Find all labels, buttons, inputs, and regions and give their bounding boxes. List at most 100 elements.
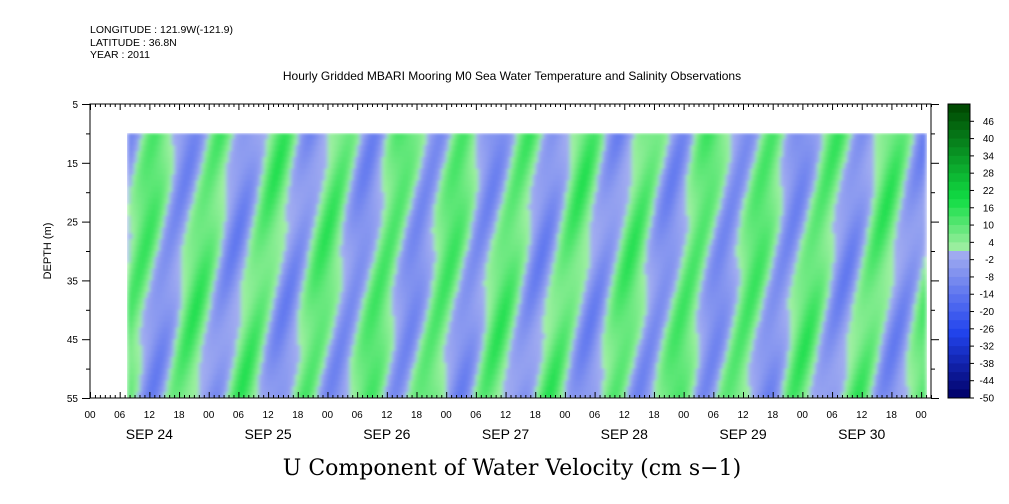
heatmap-cell xyxy=(307,380,311,387)
heatmap-cell xyxy=(255,315,259,323)
heatmap-cell xyxy=(273,209,277,217)
heatmap-cell xyxy=(174,286,178,293)
heatmap-cell xyxy=(292,227,296,234)
heatmap-cell xyxy=(129,280,133,287)
heatmap-cell xyxy=(161,292,165,299)
heatmap-cell xyxy=(221,321,225,329)
heatmap-cell xyxy=(290,209,294,217)
heatmap-cell xyxy=(297,392,301,398)
heatmap-cell xyxy=(213,292,217,299)
heatmap-cell xyxy=(176,156,180,164)
heatmap-cell xyxy=(164,251,168,258)
heatmap-cell xyxy=(156,298,160,305)
heatmap-cell xyxy=(307,262,311,270)
heatmap-cell xyxy=(139,233,143,240)
heatmap-cell xyxy=(235,274,240,281)
heatmap-cell xyxy=(302,203,306,211)
heatmap-cell xyxy=(226,139,230,146)
heatmap-cell xyxy=(166,174,170,182)
heatmap-cell xyxy=(144,198,148,205)
heatmap-cell xyxy=(245,268,249,276)
heatmap-cell xyxy=(238,156,242,164)
heatmap-cell xyxy=(263,203,267,211)
heatmap-cell xyxy=(280,368,284,376)
heatmap-cell xyxy=(235,374,240,381)
heatmap-cell xyxy=(174,239,178,246)
heatmap-cell xyxy=(186,356,190,364)
heatmap-cell xyxy=(164,350,168,358)
heatmap-cell xyxy=(253,356,257,364)
heatmap-cell xyxy=(179,209,183,217)
heatmap-cell xyxy=(273,392,277,398)
heatmap-cell xyxy=(260,274,264,281)
heatmap-cell xyxy=(315,215,319,223)
heatmap-cell xyxy=(159,180,163,187)
heatmap-cell xyxy=(263,227,267,234)
heatmap-cell xyxy=(193,292,197,299)
heatmap-cell xyxy=(255,251,259,258)
heatmap-cell xyxy=(139,286,143,293)
heatmap-cell xyxy=(137,315,141,323)
heatmap-cell xyxy=(270,256,274,264)
heatmap-cell xyxy=(161,203,165,211)
heatmap-cell xyxy=(211,333,215,340)
heatmap-cell xyxy=(171,309,175,317)
heatmap-cell xyxy=(248,298,252,305)
heatmap-cell xyxy=(243,380,247,387)
heatmap-cell xyxy=(149,327,153,334)
heatmap-cell xyxy=(213,315,217,323)
heatmap-cell xyxy=(164,303,168,311)
heatmap-cell xyxy=(282,333,287,340)
heatmap-cell xyxy=(253,339,257,346)
heatmap-cell xyxy=(260,321,264,329)
heatmap-cell xyxy=(139,162,143,170)
heatmap-cell xyxy=(129,380,133,387)
heatmap-cell xyxy=(243,209,247,217)
heatmap-cell xyxy=(292,251,296,258)
heatmap-cell xyxy=(179,227,183,234)
heatmap-cell xyxy=(265,274,269,281)
heatmap-cell xyxy=(146,309,150,317)
heatmap-cell xyxy=(183,256,188,264)
heatmap-cell xyxy=(171,227,175,234)
heatmap-cell xyxy=(255,345,259,352)
heatmap-cell xyxy=(211,321,215,329)
heatmap-cell xyxy=(141,368,146,376)
heatmap-cell xyxy=(248,327,252,334)
heatmap-cell xyxy=(243,145,247,152)
heatmap-cell xyxy=(312,333,316,340)
heatmap-cell xyxy=(295,280,299,287)
heatmap-cell xyxy=(211,162,215,170)
heatmap-cell xyxy=(302,256,306,264)
heatmap-cell xyxy=(141,350,146,358)
heatmap-cell xyxy=(287,198,291,205)
heatmap-cell xyxy=(159,274,163,281)
heatmap-cell xyxy=(292,209,296,217)
heatmap-cell xyxy=(191,303,195,311)
heatmap-cell xyxy=(322,345,326,352)
heatmap-cell xyxy=(263,386,267,393)
heatmap-cell xyxy=(151,174,155,182)
heatmap-cell xyxy=(238,262,242,270)
heatmap-cell xyxy=(181,198,185,205)
heatmap-cell xyxy=(305,186,309,193)
heatmap-cell xyxy=(233,386,237,393)
heatmap-cell xyxy=(134,286,138,293)
heatmap-cell xyxy=(211,262,215,270)
heatmap-cell xyxy=(317,315,321,323)
heatmap-cell xyxy=(206,227,210,234)
heatmap-cell xyxy=(183,245,188,252)
heatmap-cell xyxy=(265,268,269,276)
heatmap-cell xyxy=(248,256,252,264)
heatmap-cell xyxy=(169,368,173,376)
heatmap-cell xyxy=(176,321,180,329)
heatmap-cell xyxy=(196,280,200,287)
heatmap-cell xyxy=(164,233,168,240)
heatmap-cell xyxy=(218,350,222,358)
heatmap-cell xyxy=(149,251,153,258)
heatmap-cell xyxy=(193,139,197,146)
heatmap-cell xyxy=(188,333,193,340)
heatmap-cell xyxy=(285,345,289,352)
heatmap-cell xyxy=(193,298,197,305)
heatmap-cell xyxy=(265,327,269,334)
